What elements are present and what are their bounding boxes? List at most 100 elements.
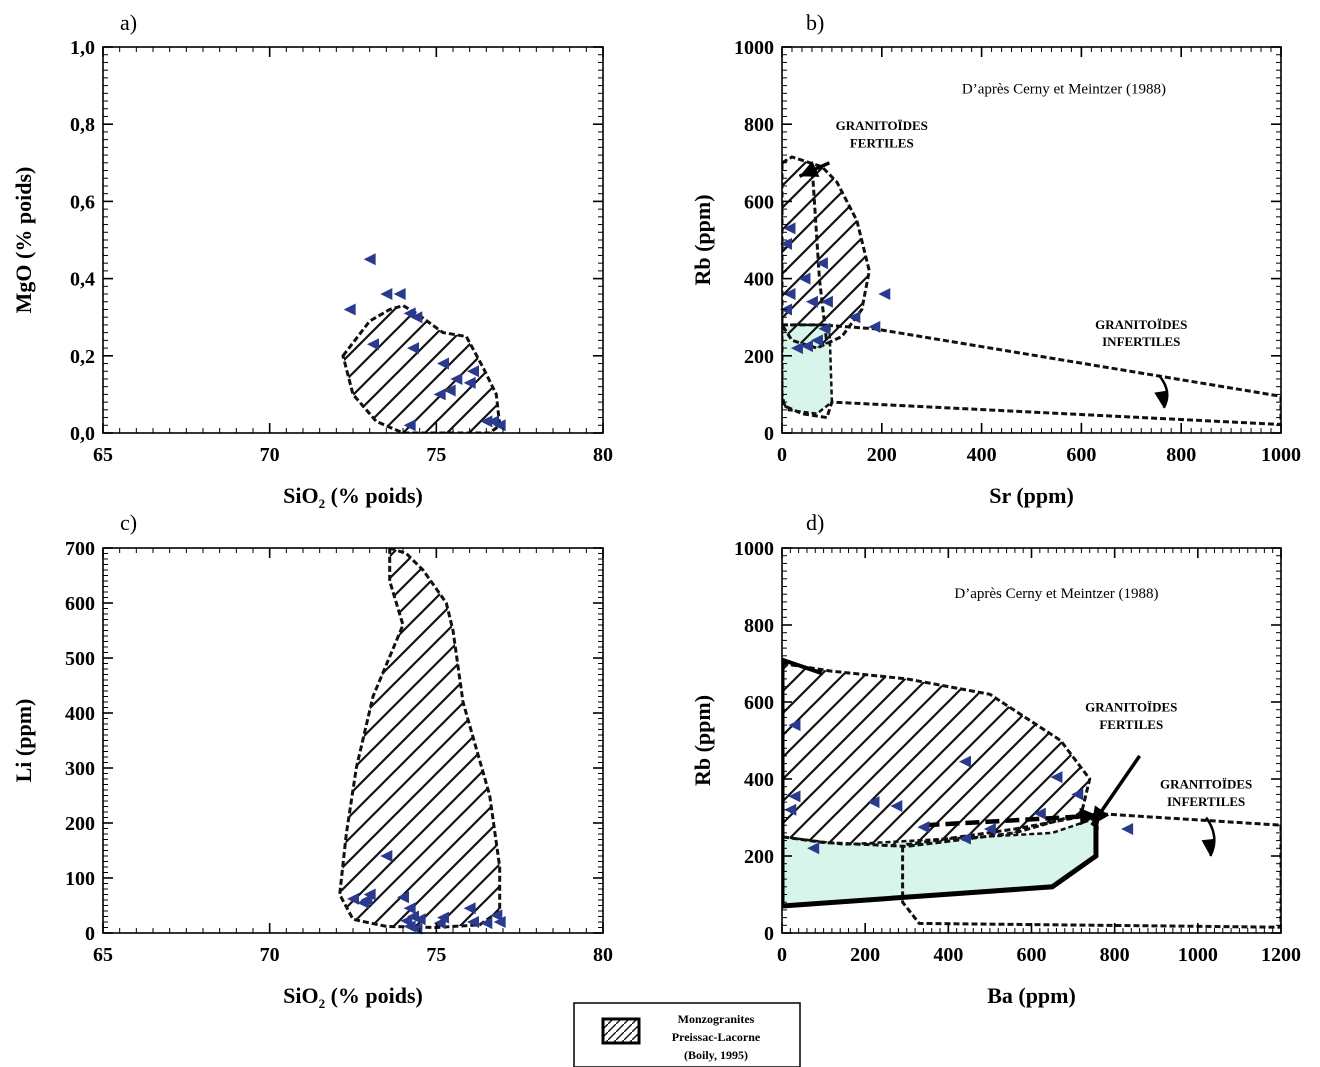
region-infertile-outline [782, 323, 1281, 427]
data-point-c-4 [357, 896, 369, 909]
y-tick-label-d-3: 600 [744, 692, 774, 714]
annotation-b-2: FERTILES [850, 135, 914, 150]
y-tick-label-c-1: 100 [65, 868, 95, 890]
data-point-a-5 [410, 311, 423, 324]
data-point-d-5 [890, 799, 903, 812]
legend: Monzogranites Preissac-Lacorne (Boily, 1… [573, 1002, 801, 1067]
data-point-c-1 [347, 892, 359, 905]
y-tick-label-a-1: 0,2 [70, 346, 95, 368]
plot-area-a [341, 303, 502, 433]
y-tick-label-c-4: 400 [65, 703, 95, 725]
data-point-a-14 [403, 419, 416, 432]
data-point-c-15 [480, 917, 493, 930]
region-infertile-outline [901, 812, 1281, 929]
data-point-b-6 [820, 295, 833, 308]
data-point-a-0 [363, 253, 376, 266]
data-point-d-9 [983, 823, 996, 836]
annotation-d-0: D’après Cerny et Meintzer (1988) [954, 586, 1158, 602]
region-monzogranites [341, 303, 502, 433]
y-axis-title-d: Rb (ppm) [690, 695, 715, 786]
data-point-a-3 [393, 288, 406, 301]
y-tick-label-d-5: 1000 [734, 538, 774, 560]
y-tick-label-b-5: 1000 [734, 37, 774, 59]
arrow-head-d-3 [1201, 838, 1216, 856]
arrow-d-2 [925, 813, 1099, 828]
data-point-a-8 [437, 357, 449, 370]
y-tick-label-c-5: 500 [65, 648, 95, 670]
y-tick-label-d-0: 0 [764, 923, 774, 945]
panel-label-d: d) [806, 510, 824, 535]
y-tick-label-a-4: 0,8 [70, 114, 95, 136]
data-point-b-8 [848, 311, 861, 324]
x-tick-label-a-0: 65 [93, 444, 113, 466]
y-tick-label-c-2: 200 [65, 813, 95, 835]
data-point-d-3 [807, 842, 820, 855]
data-point-a-1 [343, 303, 356, 316]
x-tick-label-b-2: 400 [967, 444, 997, 466]
infertile-solid-border [782, 817, 1099, 909]
y-tick-label-d-4: 800 [744, 615, 774, 637]
x-tick-label-a-2: 75 [426, 444, 446, 466]
data-point-d-1 [788, 790, 801, 803]
x-tick-label-d-1: 200 [850, 944, 880, 966]
region-inner-dashed [810, 162, 829, 345]
x-tick-label-d-6: 1200 [1261, 944, 1301, 966]
x-tick-label-d-0: 0 [777, 944, 787, 966]
data-point-b-0 [783, 222, 796, 235]
data-point-a-13 [443, 384, 456, 397]
panel-b: 0 200 400 600 800 1000 0 200 400 600 800 1000 Sr (pp… [690, 10, 1301, 508]
plot-area-d [782, 659, 1281, 929]
y-tick-label-a-3: 0,6 [70, 191, 95, 213]
annotation-d-2: FERTILES [1099, 717, 1163, 732]
x-tick-label-c-3: 80 [593, 944, 613, 966]
annotation-b-3: GRANITOÏDES [1095, 317, 1187, 332]
data-point-c-11 [437, 911, 449, 924]
data-point-a-9 [450, 372, 463, 385]
legend-hatch-swatch [601, 1017, 641, 1045]
y-tick-label-d-2: 400 [744, 769, 774, 791]
region-fertile-hatch [782, 661, 1092, 848]
panel-label-c: c) [120, 510, 137, 535]
y-tick-label-b-1: 200 [744, 346, 774, 368]
panel-label-a: a) [120, 10, 137, 35]
arrow-d-0 [781, 657, 823, 676]
data-point-a-10 [463, 376, 476, 389]
y-tick-label-a-2: 0,4 [70, 269, 95, 291]
arrow-head-d-2 [1079, 807, 1099, 826]
x-tick-label-d-4: 800 [1100, 944, 1130, 966]
x-tick-label-a-1: 70 [260, 444, 280, 466]
data-point-b-13 [800, 340, 813, 353]
x-tick-label-b-4: 800 [1166, 444, 1196, 466]
data-point-d-4 [867, 796, 880, 809]
legend-line-1: Monzogranites [678, 1012, 755, 1026]
y-tick-label-b-2: 400 [744, 269, 774, 291]
annotation-b-0: D’après Cerny et Meintzer (1988) [962, 81, 1166, 97]
data-point-c-14 [467, 916, 479, 928]
data-point-d-0 [788, 719, 801, 732]
x-axis-title-d: Ba (ppm) [987, 983, 1076, 1008]
data-point-c-17 [493, 916, 506, 928]
data-point-b-14 [810, 334, 823, 347]
legend-line-2: Preissac-Lacorne [672, 1030, 761, 1044]
data-point-b-9 [818, 322, 831, 335]
annotation-d-3: GRANITOÏDES [1160, 777, 1252, 792]
arrow-head-d-1 [1091, 805, 1110, 826]
data-point-c-6 [403, 902, 416, 915]
data-point-d-12 [1071, 788, 1084, 801]
y-axis-title-a: MgO (% poids) [11, 167, 36, 314]
data-point-a-11 [467, 365, 479, 378]
x-tick-label-c-2: 75 [426, 944, 446, 966]
panel-label-b: b) [806, 10, 824, 35]
data-point-b-4 [783, 288, 796, 301]
data-point-b-3 [815, 257, 828, 270]
x-axis-title-b: Sr (ppm) [989, 483, 1074, 508]
x-tick-label-b-5: 1000 [1261, 444, 1301, 466]
x-tick-label-b-1: 200 [867, 444, 897, 466]
data-point-c-3 [363, 888, 376, 901]
x-tick-label-c-1: 70 [260, 944, 280, 966]
data-point-b-12 [790, 342, 803, 355]
arrow-head-b-0 [799, 160, 820, 177]
x-axis-title-c: SiO2 (% poids) [283, 983, 423, 1011]
x-tick-label-d-2: 400 [933, 944, 963, 966]
